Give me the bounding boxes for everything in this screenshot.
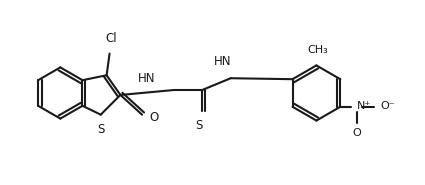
- Text: O⁻: O⁻: [381, 101, 395, 111]
- Text: Cl: Cl: [106, 32, 117, 45]
- Text: HN: HN: [214, 55, 232, 68]
- Text: N⁺: N⁺: [357, 101, 371, 111]
- Text: CH₃: CH₃: [307, 45, 328, 55]
- Text: HN: HN: [138, 72, 156, 85]
- Text: O: O: [353, 128, 361, 138]
- Text: O: O: [149, 111, 158, 124]
- Text: S: S: [97, 122, 105, 136]
- Text: S: S: [196, 119, 203, 132]
